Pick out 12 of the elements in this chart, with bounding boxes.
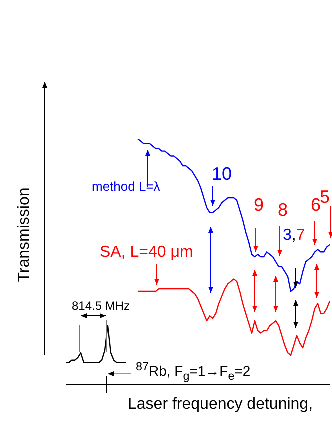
x-axis-title: Laser frequency detuning, (128, 396, 314, 414)
annotation: SA, L=40 μm (100, 244, 194, 261)
annotation: 9 (254, 195, 264, 215)
annotation: 3,7 (283, 227, 306, 244)
annotation: 6 (311, 195, 322, 215)
annotation: 8 (278, 200, 288, 220)
annotation: method L=λ (92, 179, 160, 194)
annotation: 814.5 MHz (72, 299, 130, 313)
annotation: 10 (212, 164, 232, 184)
annotation: 5 (320, 187, 330, 207)
annotation: $^{87}$Rb, F$_{g}$=1→F$_{e}$=2 (136, 360, 251, 382)
y-axis-title: Transmission (16, 188, 34, 282)
